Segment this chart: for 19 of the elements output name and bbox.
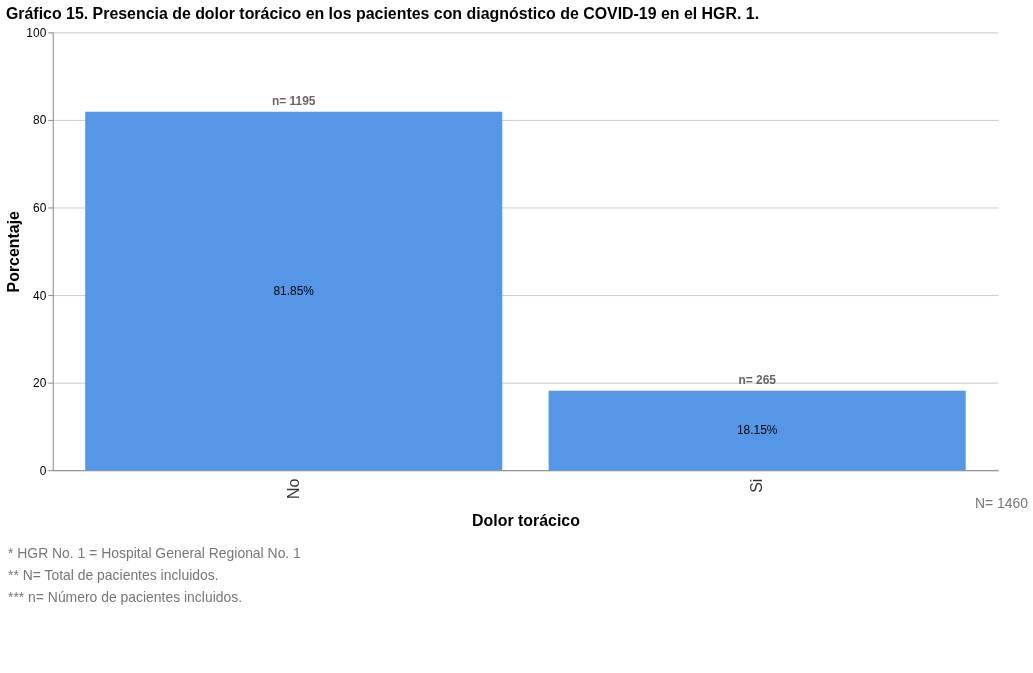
x-tick-label: Si <box>748 478 766 493</box>
data-label: 81.85% <box>273 283 315 298</box>
text: ** N= Total de pacientes incluidos. <box>7 566 219 583</box>
y-tick-label: 40 <box>32 288 47 303</box>
y-tick-label: 80 <box>32 113 47 128</box>
y-axis-title: Porcentaje <box>5 210 23 293</box>
x-axis-title: Dolor torácico <box>472 511 581 529</box>
y-tick-label: 20 <box>32 376 47 391</box>
text: *** n= Número de pacientes incluidos. <box>7 588 243 605</box>
data-label: 18.15% <box>736 423 778 438</box>
x-tick-label: No <box>284 478 302 500</box>
y-tick-label: 0 <box>39 463 47 478</box>
chart-title: Gráfico 15. Presencia de dolor torácico en los pacientes con diagnóstico de COVID-19 en el HGR. 1. <box>5 5 760 23</box>
annotation: n= 265 <box>738 372 777 387</box>
y-tick-label: 60 <box>32 200 47 215</box>
annotation: n= 1195 <box>271 93 316 108</box>
y-tick-label: 100 <box>26 25 47 40</box>
text: * HGR No. 1 = Hospital General Regional No. 1 <box>7 544 302 561</box>
text: N= 1460 <box>974 495 1029 512</box>
